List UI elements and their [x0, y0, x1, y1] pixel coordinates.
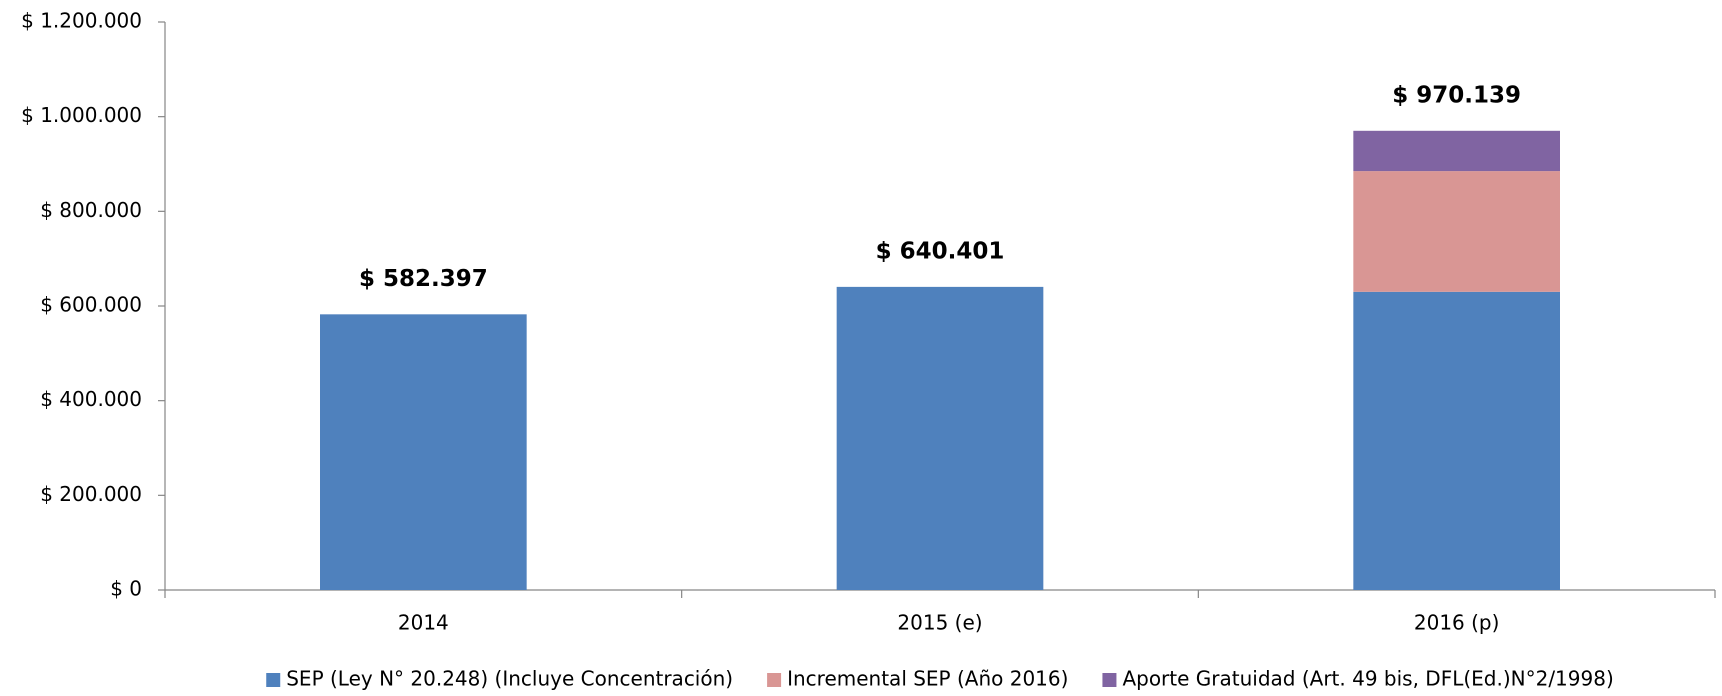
- total-label: $ 582.397: [359, 266, 488, 292]
- legend-swatch: [266, 673, 281, 687]
- y-tick-label: $ 200.000: [40, 482, 142, 506]
- bar-segment: [1353, 291, 1560, 590]
- y-tick-label: $ 400.000: [40, 387, 142, 411]
- y-tick-label: $ 1.200.000: [21, 9, 142, 33]
- x-tick-label: 2014: [398, 611, 449, 635]
- bar-segment: [1353, 171, 1560, 292]
- bar-segment: [320, 314, 527, 590]
- bar-segment: [836, 286, 1044, 590]
- legend-label: Aporte Gratuidad (Art. 49 bis, DFL(Ed.)N…: [1122, 667, 1613, 691]
- x-tick-label: 2016 (p): [1414, 611, 1500, 635]
- legend-swatch: [1102, 673, 1117, 687]
- legend-swatch: [767, 673, 782, 687]
- x-tick-label: 2015 (e): [897, 611, 982, 635]
- y-tick-label: $ 800.000: [40, 198, 142, 222]
- total-label: $ 640.401: [876, 238, 1005, 264]
- y-tick-label: $ 1.000.000: [21, 103, 142, 127]
- legend-label: SEP (Ley N° 20.248) (Incluye Concentraci…: [286, 667, 733, 691]
- legend-label: Incremental SEP (Año 2016): [787, 667, 1068, 691]
- y-tick-label: $ 0: [110, 577, 142, 601]
- bar-segment: [1353, 130, 1560, 172]
- total-label: $ 970.139: [1392, 82, 1521, 108]
- y-tick-label: $ 600.000: [40, 293, 142, 317]
